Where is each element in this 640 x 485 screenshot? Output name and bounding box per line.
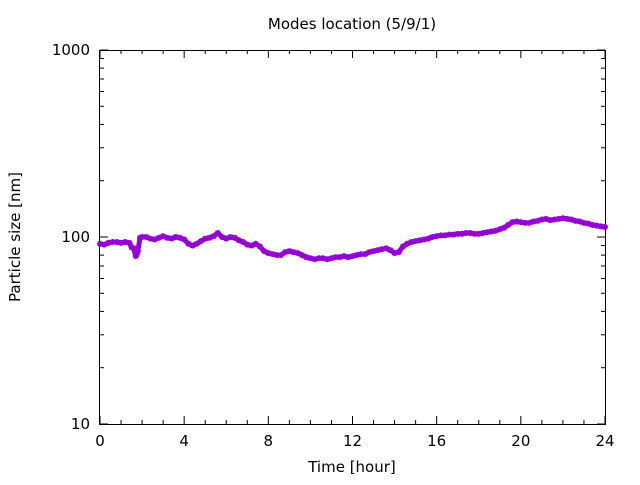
- axis-ticks: [99, 49, 606, 425]
- x-tick-label: 8: [264, 432, 274, 450]
- x-tick-label: 12: [343, 432, 362, 450]
- x-tick-label: 20: [511, 432, 530, 450]
- x-tick-labels: 0 4 8 12 16 20 24: [95, 432, 614, 450]
- y-tick-labels: 10 100 1000: [52, 41, 90, 433]
- y-axis-label: Particle size [nm]: [6, 172, 24, 302]
- data-point: [602, 224, 608, 231]
- x-tick-label: 4: [179, 432, 189, 450]
- x-tick-label: 16: [427, 432, 446, 450]
- y-tick-label: 10: [71, 415, 90, 433]
- y-tick-label: 1000: [52, 41, 90, 59]
- data-points: [97, 215, 608, 263]
- x-tick-label: 0: [95, 432, 105, 450]
- y-tick-label: 100: [61, 228, 90, 246]
- x-axis-label: Time [hour]: [307, 458, 396, 476]
- x-tick-label: 24: [595, 432, 614, 450]
- chart-title: Modes location (5/9/1): [268, 15, 436, 33]
